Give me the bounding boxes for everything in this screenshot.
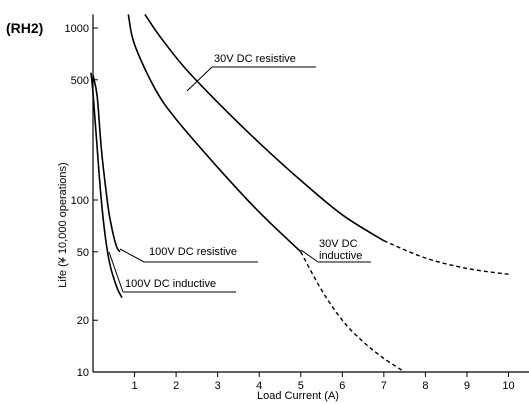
- tick-group: 1 2 3 4 5 6 7 8 9 10 10 20 50 100 500 1000: [65, 23, 515, 392]
- y-axis-title: Life (¥ 10,000 operations): [57, 162, 69, 287]
- curve-100v-dc-inductive: [90, 72, 123, 299]
- curve-30v-dc-inductive-extrapolated: [300, 251, 405, 373]
- x-tick-label: 5: [298, 380, 304, 392]
- curve-30v-dc-resistive-extrapolated: [383, 240, 509, 275]
- annotation-30v-dc-resistive-label: 30V DC resistive: [214, 53, 296, 65]
- annotation-30v-dc-inductive-leader: [300, 249, 319, 263]
- curve-30v-dc-inductive: [127, 14, 302, 253]
- annotation-30v-dc-resistive-leader: [186, 66, 213, 92]
- x-tick-label: 2: [173, 380, 179, 392]
- x-tick-label: 4: [256, 380, 262, 392]
- x-tick-label: 7: [381, 380, 387, 392]
- y-tick-label: 20: [77, 315, 89, 327]
- curve-100v-dc-resistive: [92, 75, 121, 253]
- annotation-100v-dc-inductive-label: 100V DC inductive: [125, 278, 216, 290]
- annotation-100v-dc-resistive-label: 100V DC resistive: [149, 246, 237, 258]
- axes: [92, 14, 529, 373]
- annotation-100v-dc-inductive-leader: [108, 251, 124, 293]
- y-tick-label: 50: [77, 247, 89, 259]
- x-axis-title: Load Current (A): [257, 390, 339, 402]
- annotation-30v-dc-inductive-label: inductive: [319, 250, 362, 262]
- x-tick-label: 3: [215, 380, 221, 392]
- x-tick-label: 6: [339, 380, 345, 392]
- x-tick-label: 8: [422, 380, 428, 392]
- x-tick-label: 10: [502, 380, 514, 392]
- y-tick-label: 10: [77, 367, 89, 379]
- panel-label: (RH2): [6, 20, 43, 36]
- y-tick-label: 1000: [65, 23, 89, 35]
- annotation-30v-dc-inductive-label: 30V DC: [319, 238, 358, 250]
- annotation-100v-dc-resistive-leader: [119, 248, 145, 263]
- y-tick-label: 500: [71, 75, 89, 87]
- curve-group: [90, 13, 509, 373]
- x-tick-label: 9: [464, 380, 470, 392]
- curve-30v-dc-resistive: [144, 13, 385, 242]
- y-tick-label: 100: [71, 195, 89, 207]
- x-tick-label: 1: [131, 380, 137, 392]
